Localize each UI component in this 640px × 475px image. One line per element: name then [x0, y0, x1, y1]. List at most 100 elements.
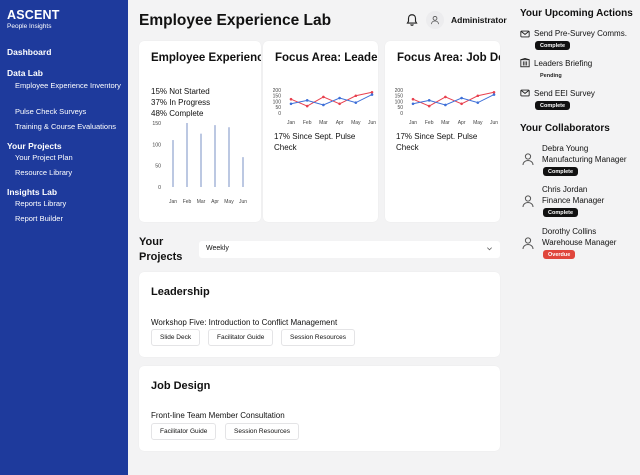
y-tick-label: 50 [275, 105, 281, 111]
y-tick-label: 50 [397, 105, 403, 111]
project-description: Workshop Five: Introduction to Conflict … [151, 318, 338, 327]
nav-data-lab[interactable]: Data Lab [7, 68, 43, 78]
user-icon [522, 153, 534, 166]
stat-not-started: 15% Not Started [151, 87, 210, 96]
data-point [370, 93, 374, 96]
nav-dashboard[interactable]: Dashboard [7, 47, 52, 57]
collaborator-role: Manufacturing Manager [542, 155, 627, 164]
x-tick-label: May [473, 120, 483, 126]
card-caption: 17% Since Sept. Pulse Check [274, 132, 356, 152]
brand-logo[interactable]: ASCENT People Insights [7, 8, 60, 30]
user-icon [522, 237, 534, 250]
y-tick-label: 150 [273, 94, 281, 100]
action-leaders-briefing[interactable]: Leaders Briefing [534, 59, 593, 68]
mail-icon [520, 89, 530, 97]
x-tick-label: Apr [458, 120, 466, 126]
card-title: Focus Area: Leadership [275, 52, 378, 64]
x-tick-label: Jun [490, 120, 498, 126]
y-tick-label: 50 [155, 164, 161, 170]
x-tick-label: Feb [183, 199, 192, 205]
x-tick-label: Feb [303, 120, 312, 126]
chip-session-resources[interactable]: Session Resources [225, 423, 299, 440]
user-icon [431, 16, 439, 25]
collaborator-role: Warehouse Manager [542, 238, 617, 247]
nav-item-pulse-check-surveys[interactable]: Pulse Check Surveys [15, 107, 87, 116]
data-point [427, 99, 431, 102]
card-employee-experience[interactable]: Employee Experience 15% Not Started 37% … [139, 41, 261, 222]
y-tick-label: 0 [158, 185, 161, 191]
chip-facilitator-guide[interactable]: Facilitator Guide [151, 423, 217, 440]
nav-item-training-evaluations[interactable]: Training & Course Evaluations [15, 122, 117, 131]
nav-item-employee-experience-inventory[interactable]: Employee Experience Inventory [15, 81, 121, 90]
card-title: Employee Experience [151, 52, 261, 64]
x-tick-label: Jan [169, 199, 177, 205]
data-point [305, 104, 309, 108]
bell-icon[interactable] [405, 13, 419, 27]
data-point [289, 97, 293, 101]
status-badge: Complete [543, 167, 579, 176]
nav-insights-lab[interactable]: Insights Lab [7, 187, 58, 197]
collaborator-name[interactable]: Chris Jordan [542, 185, 588, 194]
data-point [492, 93, 496, 96]
y-tick-label: 100 [273, 99, 281, 105]
nav-your-projects[interactable]: Your Projects [7, 141, 62, 151]
data-point [322, 103, 325, 107]
data-point [444, 95, 447, 99]
user-avatar[interactable] [426, 11, 444, 29]
nav-item-resource-library[interactable]: Resource Library [15, 168, 73, 177]
nav-item-reports-library[interactable]: Reports Library [15, 199, 67, 208]
user-icon [522, 195, 534, 208]
x-tick-label: Mar [197, 199, 206, 205]
data-point [305, 99, 309, 102]
card-title: Focus Area: Job Design [397, 52, 500, 64]
collaborators-heading: Your Collaborators [520, 123, 610, 134]
data-point [476, 101, 480, 104]
projects-heading: Your Projects [139, 236, 183, 263]
action-send-eei-survey[interactable]: Send EEI Survey [534, 89, 595, 98]
mail-icon [520, 30, 530, 38]
data-point [289, 102, 293, 106]
data-point [338, 102, 341, 106]
project-description: Front-line Team Member Consultation [151, 411, 285, 420]
data-point [354, 101, 358, 104]
data-point [460, 96, 463, 100]
chevron-down-icon [487, 247, 492, 251]
data-point [322, 95, 325, 99]
stat-in-progress: 37% In Progress [151, 98, 211, 107]
series-line [412, 94, 495, 106]
y-tick-label: 200 [273, 88, 281, 94]
x-tick-label: Jun [368, 120, 376, 126]
chip-session-resources[interactable]: Session Resources [281, 329, 355, 346]
brand-subtitle: People Insights [7, 23, 52, 30]
nav-item-project-plan[interactable]: Your Project Plan [15, 153, 73, 162]
data-point [354, 94, 358, 98]
data-point [370, 91, 374, 94]
data-point [444, 103, 447, 107]
period-select-value: Weekly [206, 245, 229, 252]
collaborator-name[interactable]: Dorothy Collins [542, 227, 597, 236]
chip-facilitator-guide[interactable]: Facilitator Guide [208, 329, 274, 346]
action-send-pre-survey[interactable]: Send Pre-Survey Comms. [534, 29, 627, 38]
collaborator-name[interactable]: Debra Young [542, 144, 589, 153]
y-tick-label: 150 [395, 94, 403, 100]
chip-slide-deck[interactable]: Slide Deck [151, 329, 201, 346]
project-card-leadership[interactable]: Leadership Workshop Five: Introduction t… [139, 272, 500, 357]
x-tick-label: Mar [319, 120, 328, 126]
user-name[interactable]: Administrator [451, 15, 507, 25]
period-select[interactable]: Weekly [199, 241, 500, 258]
data-point [411, 97, 415, 101]
bar-chart: 0 50 100 150 Jan Feb Mar Apr May Jun [152, 121, 247, 205]
x-tick-label: May [351, 120, 361, 126]
x-tick-label: Feb [425, 120, 434, 126]
project-title: Job Design [151, 380, 211, 392]
data-point [411, 102, 415, 106]
y-tick-label: 150 [152, 121, 161, 127]
y-tick-label: 200 [395, 88, 403, 94]
project-card-job-design[interactable]: Job Design Front-line Team Member Consul… [139, 366, 500, 451]
nav-item-report-builder[interactable]: Report Builder [15, 214, 63, 223]
data-point [427, 104, 431, 108]
y-tick-label: 100 [395, 99, 403, 105]
